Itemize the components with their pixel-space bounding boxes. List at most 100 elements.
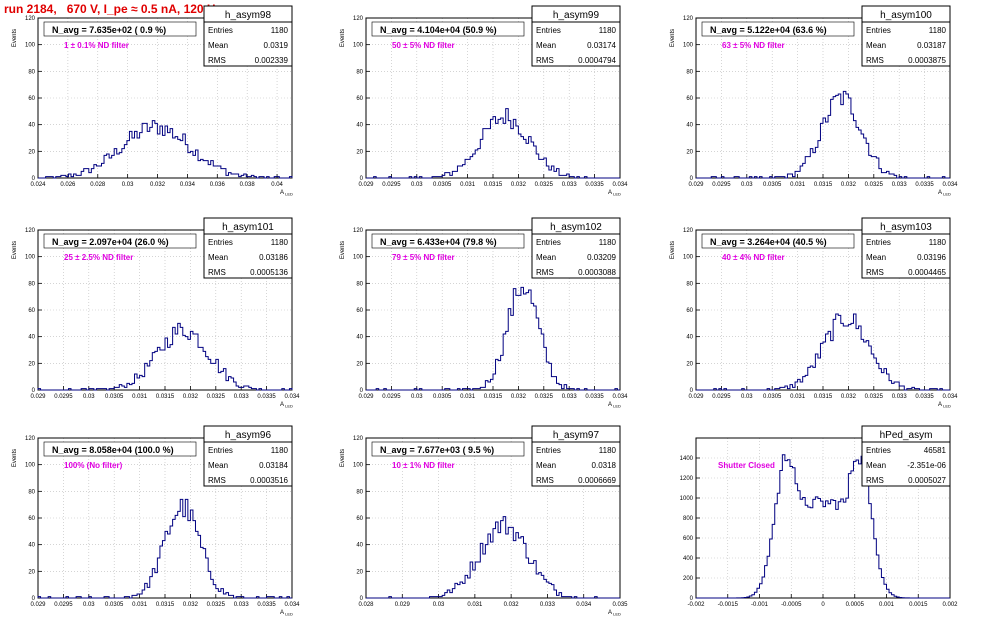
x-axis-label: A LED [608, 610, 621, 617]
y-tick-label: 60 [28, 96, 35, 102]
stats-label: Entries [208, 238, 233, 247]
x-tick-label: 0.0305 [763, 394, 782, 400]
y-tick-label: 0 [690, 596, 694, 602]
stats-box [861, 425, 951, 487]
stats-label: RMS [866, 268, 884, 277]
x-axis-label: A LED [938, 190, 951, 197]
stats-label: Entries [866, 238, 891, 247]
x-axis-label: A LED [280, 402, 293, 409]
x-axis-label: A LED [608, 190, 621, 197]
x-tick-label: 0 [821, 602, 825, 608]
x-tick-label: 0.034 [612, 394, 628, 400]
x-tick-label: 0.001 [879, 602, 895, 608]
stats-value: 0.0005136 [250, 268, 288, 277]
y-tick-label: 120 [353, 16, 364, 22]
title-box [371, 233, 525, 249]
y-tick-label: 60 [686, 308, 693, 314]
stats-value: 0.03184 [259, 461, 288, 470]
stats-label: Entries [536, 446, 561, 455]
x-tick-label: 0.031 [790, 182, 806, 188]
y-tick-label: 60 [356, 96, 363, 102]
x-tick-label: 0.03 [741, 182, 753, 188]
x-tick-label: 0.0295 [54, 602, 73, 608]
y-tick-label: 40 [356, 123, 363, 129]
stats-value: 1180 [599, 26, 617, 35]
stats-value: 0.0005027 [908, 476, 946, 485]
histogram-name: h_asym97 [553, 430, 600, 441]
x-tick-label: 0.032 [511, 394, 527, 400]
histogram-title: N_avg = 3.264e+04 (40.5 %) [710, 237, 827, 247]
x-tick-label: 0.033 [562, 394, 578, 400]
histogram-panel-h_asym98: 0.024 0.026 0.028 0.03 0.032 0.034 0.036 0.038 0… [12, 5, 293, 197]
stats-value: 0.0006669 [578, 476, 616, 485]
y-axis-label: Events [670, 241, 676, 259]
y-tick-label: 80 [356, 489, 363, 495]
histogram-panel-h_asym99: 0.029 0.0295 0.03 0.0305 0.031 0.0315 0.032 0.0… [340, 5, 628, 197]
y-axis-label: Events [12, 449, 18, 467]
x-tick-label: 0.0005 [846, 602, 865, 608]
stats-box [861, 5, 951, 67]
histogram-name: hPed_asym [880, 430, 933, 441]
histogram-series [37, 322, 293, 391]
histogram-panel-hPed_asym: -0.002 -0.0015 -0.001 -0.0005 0 0.0005 0.001 0.… [680, 425, 958, 608]
stats-value: 1180 [599, 446, 617, 455]
y-tick-label: 120 [25, 228, 36, 234]
stats-label: RMS [536, 268, 554, 277]
y-axis-label: Events [670, 29, 676, 47]
x-tick-label: 0.029 [30, 602, 46, 608]
x-tick-label: 0.0335 [257, 394, 276, 400]
stats-label: Entries [536, 238, 561, 247]
x-tick-label: 0.029 [358, 394, 374, 400]
y-tick-label: 60 [28, 308, 35, 314]
y-tick-label: 0 [690, 388, 694, 394]
stats-box [531, 217, 621, 279]
stats-label: Mean [208, 461, 228, 470]
histogram-name: h_asym102 [550, 222, 602, 233]
stats-box [861, 217, 951, 279]
x-tick-label: 0.0335 [915, 182, 934, 188]
y-tick-label: 20 [28, 569, 35, 575]
histogram-series [696, 90, 950, 179]
stats-value: 0.0003088 [578, 268, 616, 277]
y-tick-label: 120 [353, 436, 364, 442]
x-tick-label: 0.033 [562, 182, 578, 188]
histogram-panel-h_asym100: 0.029 0.0295 0.03 0.0305 0.031 0.0315 0.032 0.0… [670, 5, 958, 197]
x-tick-label: 0.0325 [535, 394, 554, 400]
stats-label: Mean [866, 253, 886, 262]
stats-label: RMS [208, 268, 226, 277]
histogram-series [366, 516, 620, 599]
stats-label: RMS [866, 476, 884, 485]
y-tick-label: 20 [356, 149, 363, 155]
x-tick-label: 0.03 [433, 602, 445, 608]
stats-label: RMS [208, 476, 226, 485]
y-axis-label: Events [12, 241, 18, 259]
y-tick-label: 0 [32, 596, 36, 602]
x-tick-label: 0.04 [271, 182, 283, 188]
stats-value: 46581 [924, 446, 947, 455]
histogram-panel-h_asym103: 0.029 0.0295 0.03 0.0305 0.031 0.0315 0.032 0.0… [670, 217, 958, 409]
y-tick-label: 120 [683, 16, 694, 22]
stats-value: 0.002339 [255, 56, 289, 65]
x-tick-label: 0.0315 [814, 394, 833, 400]
x-tick-label: 0.0335 [915, 394, 934, 400]
y-tick-label: 100 [353, 255, 364, 261]
stats-label: RMS [866, 56, 884, 65]
x-tick-label: 0.034 [612, 182, 628, 188]
x-tick-label: 0.029 [688, 394, 704, 400]
x-tick-label: 0.028 [90, 182, 106, 188]
stats-box [203, 5, 293, 67]
y-tick-label: 20 [356, 361, 363, 367]
x-tick-label: 0.0335 [257, 602, 276, 608]
x-axis-label: A LED [280, 190, 293, 197]
y-axis-label: Events [340, 241, 346, 259]
x-tick-label: 0.031 [132, 394, 148, 400]
title-box [371, 441, 525, 457]
x-tick-label: 0.032 [504, 602, 520, 608]
x-tick-label: 0.032 [841, 182, 857, 188]
y-tick-label: 20 [28, 149, 35, 155]
y-tick-label: 0 [32, 388, 36, 394]
y-tick-label: 100 [25, 463, 36, 469]
y-tick-label: 200 [683, 576, 694, 582]
histogram-series [366, 108, 620, 179]
x-axis-label: A LED [280, 610, 293, 617]
